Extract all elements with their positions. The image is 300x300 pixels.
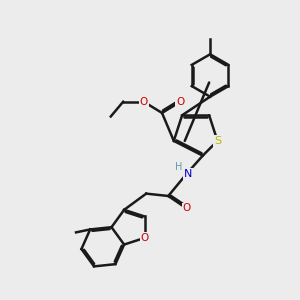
Text: S: S xyxy=(214,136,221,146)
Text: O: O xyxy=(140,97,148,107)
Text: O: O xyxy=(182,203,191,213)
Text: O: O xyxy=(176,97,184,107)
Text: O: O xyxy=(140,233,149,243)
Text: N: N xyxy=(184,169,192,179)
Text: H: H xyxy=(175,162,182,172)
